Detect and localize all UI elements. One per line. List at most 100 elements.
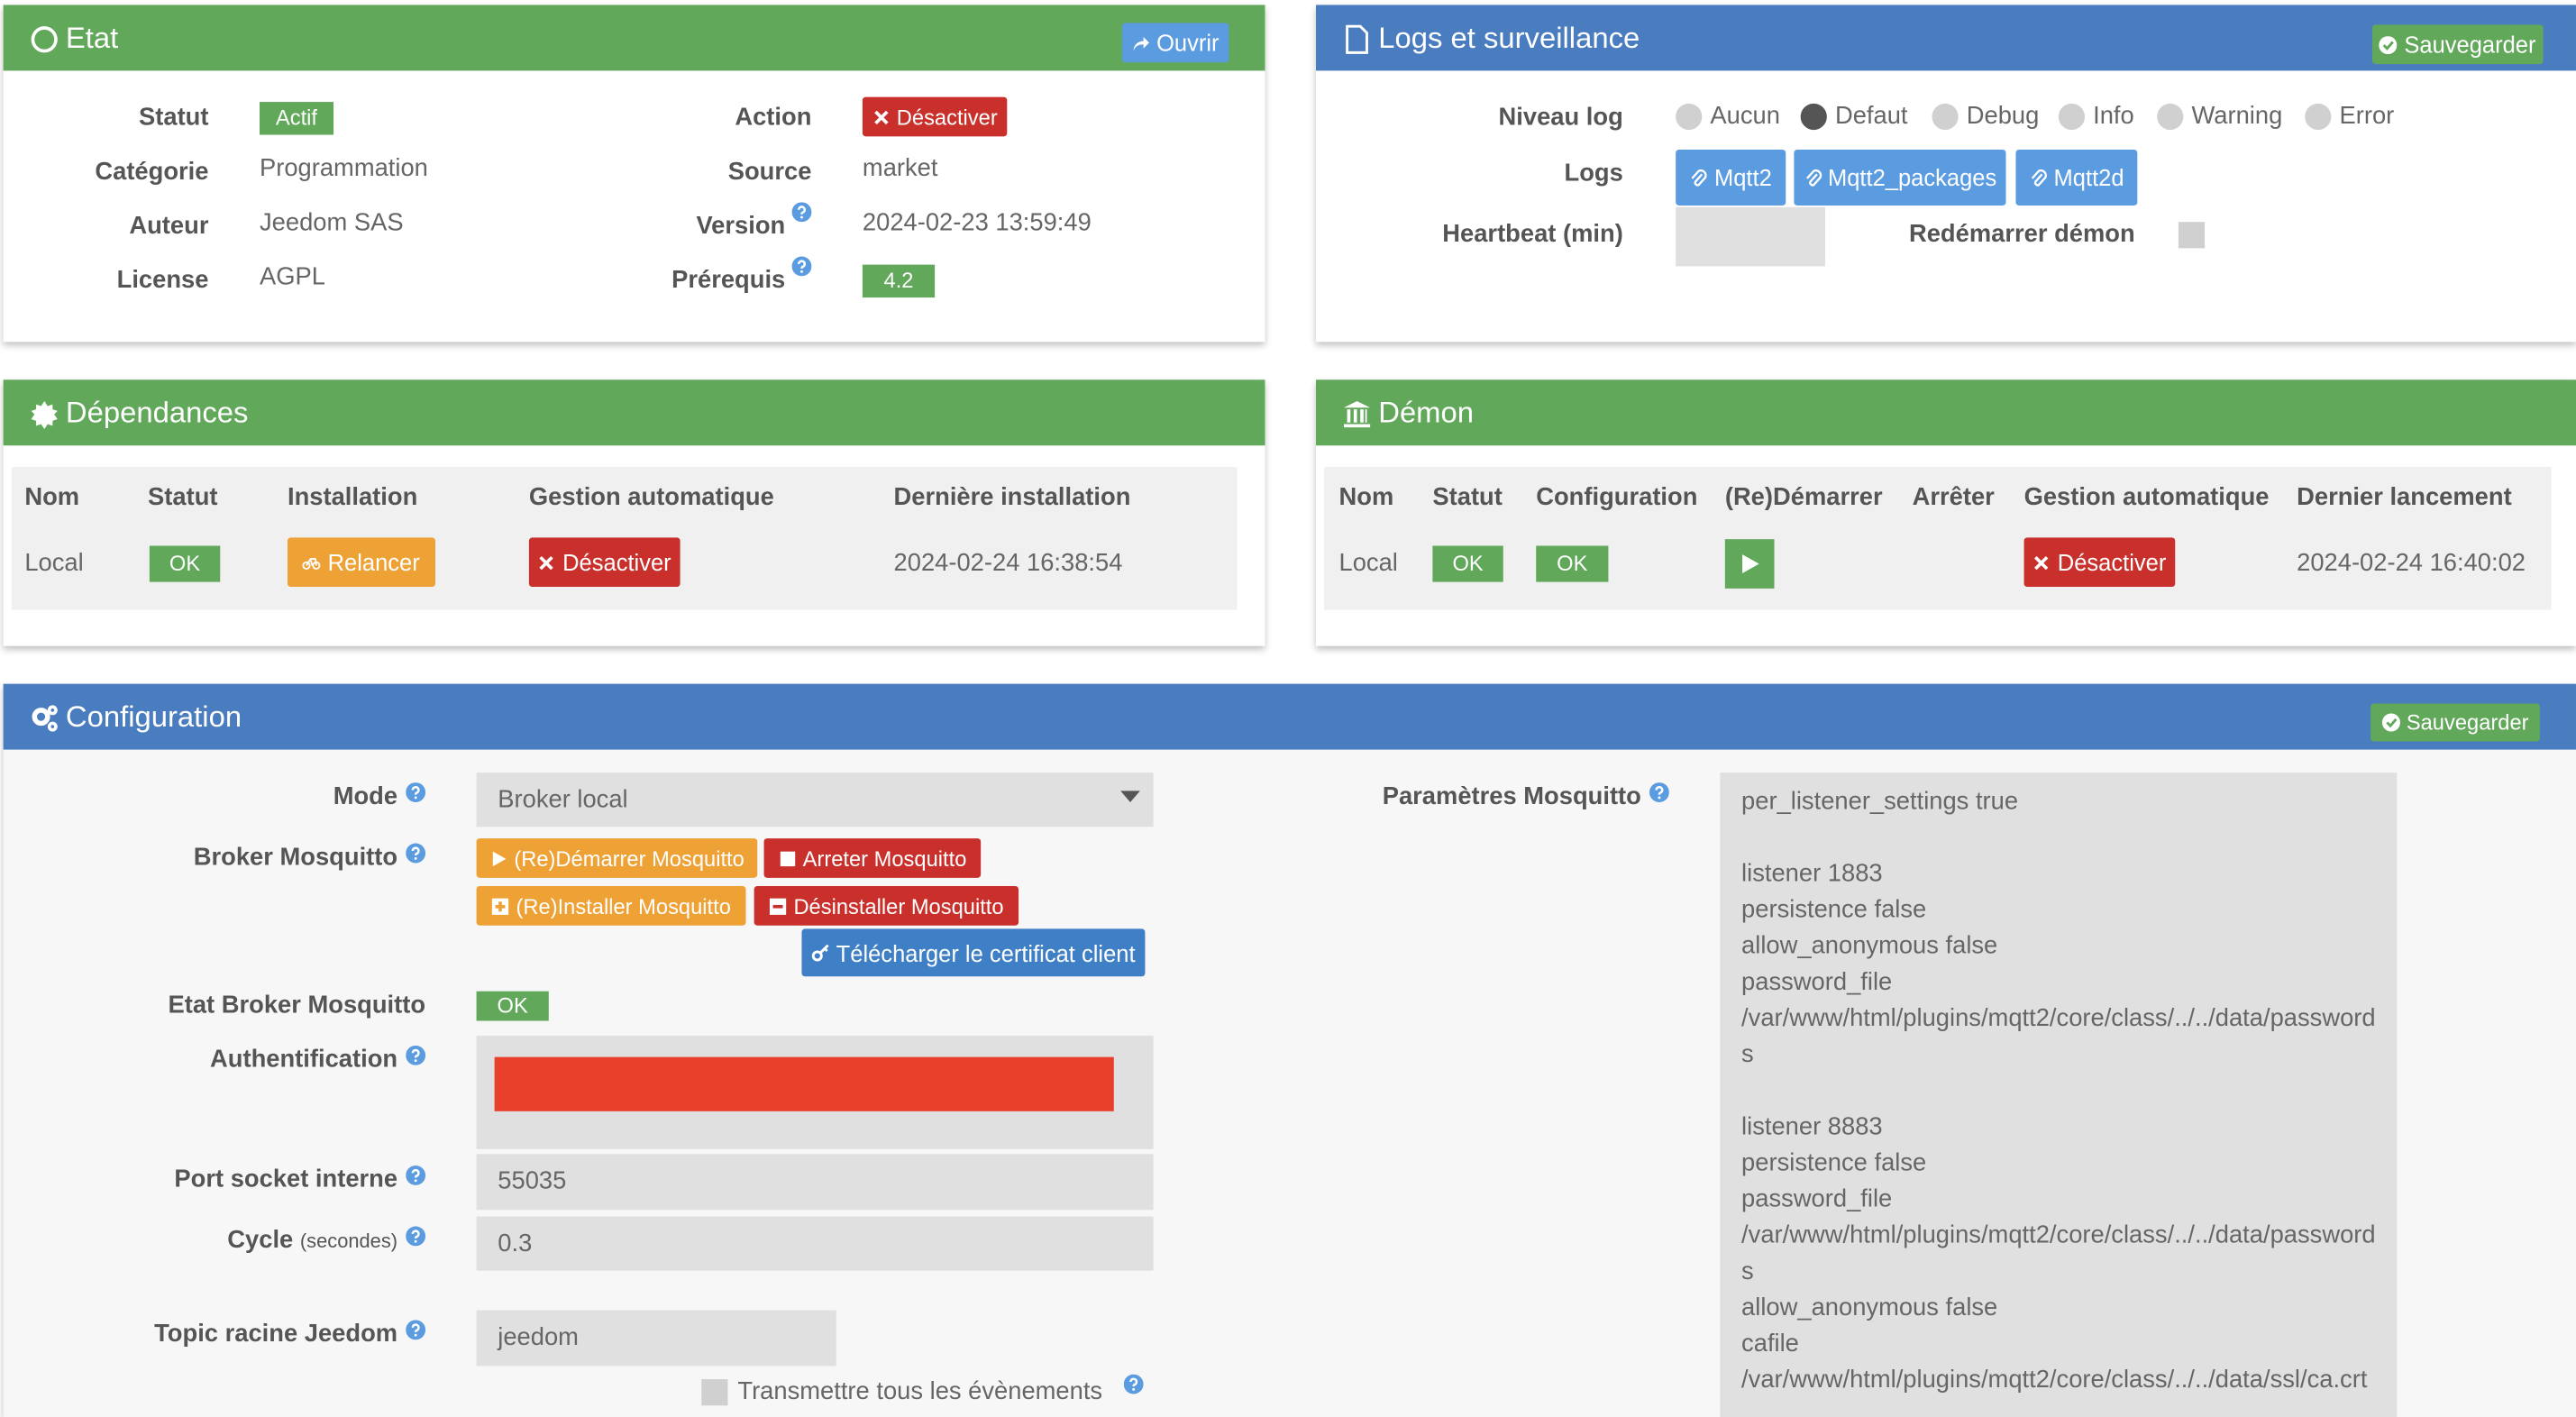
icon (2034, 555, 2050, 570)
radio[interactable] (2058, 103, 2086, 131)
help-icon (406, 842, 426, 864)
params-textarea[interactable]: per_listener_settings true listener 1883… (1720, 772, 2398, 1417)
radio[interactable] (2157, 103, 2184, 131)
table-header: Gestion automatique (2023, 483, 2270, 512)
header-icon (30, 24, 59, 54)
radio-label: Aucun (1710, 102, 1780, 131)
field-label: Redémarrer démon (1908, 220, 2135, 249)
icon (31, 400, 58, 429)
relaunch-button[interactable]: Relancer (287, 537, 436, 588)
help-icon (406, 1164, 426, 1185)
checkbox[interactable] (2178, 222, 2206, 249)
panel-header: Etat (3, 5, 1265, 71)
uninstall-button[interactable]: Désinstaller Mosquitto (754, 885, 1019, 926)
save-button[interactable]: Sauvegarder (2371, 24, 2544, 65)
icon (1805, 169, 1822, 186)
help-glyph (406, 782, 426, 802)
dropdown-arrow (1120, 791, 1140, 802)
button-label: Sauvegarder (2406, 709, 2529, 736)
table-header: (Re)Démarrer (1724, 483, 1883, 512)
icon (492, 897, 509, 914)
help-glyph (1123, 1374, 1144, 1394)
radio[interactable] (1800, 103, 1827, 131)
icon (1343, 400, 1371, 428)
table-header: Statut (1432, 483, 1503, 512)
table-header: Configuration (1536, 483, 1698, 512)
input[interactable]: 55035 (476, 1154, 1154, 1211)
header-icon (1342, 24, 1372, 54)
help-glyph (791, 202, 812, 223)
icon (1346, 24, 1368, 54)
save-button[interactable]: Sauvegarder (2370, 703, 2540, 742)
panel-header: Dépendances (3, 379, 1265, 446)
stop-button[interactable]: Arreter Mosquitto (763, 838, 982, 878)
panel-title: Dépendances (65, 396, 249, 429)
panel-title: Etat (65, 21, 119, 55)
help-glyph (791, 256, 812, 277)
field-label: License (116, 266, 209, 295)
cell: 2024-02-24 16:40:02 (2297, 549, 2526, 578)
table-header: Gestion automatique (528, 483, 774, 512)
icon (2381, 713, 2400, 732)
help-glyph (406, 1166, 426, 1185)
field-label: Mode (333, 782, 398, 811)
icon (1742, 554, 1759, 573)
deactivate-button[interactable]: Désactiver (2023, 537, 2176, 588)
field-label: Action (735, 103, 812, 132)
button-label: (Re)Démarrer Mosquitto (514, 846, 744, 871)
open-button[interactable]: Ouvrir (1121, 23, 1229, 63)
radio[interactable] (1932, 103, 1959, 131)
mode-select[interactable]: Broker local (476, 772, 1154, 827)
checkbox-label: Transmettre tous les évènements (737, 1377, 1103, 1406)
field-label: Logs (1564, 159, 1623, 187)
table-header: Nom (24, 483, 80, 512)
radio[interactable] (1676, 103, 1703, 131)
heartbeat-input[interactable] (1676, 206, 1826, 267)
button-label: (Re)Installer Mosquitto (516, 893, 731, 919)
panel-title: Configuration (65, 699, 242, 734)
help-icon (1123, 1373, 1144, 1394)
icon (32, 705, 58, 732)
checkbox[interactable] (701, 1379, 728, 1406)
label-text: Cycle (227, 1226, 294, 1255)
deactivate-button[interactable]: Désactiver (862, 96, 1008, 137)
table-header: Nom (1338, 483, 1394, 512)
field-value: Programmation (259, 154, 428, 183)
input-value: 0.3 (498, 1229, 533, 1257)
field-value: market (862, 154, 938, 183)
install-button[interactable]: (Re)Installer Mosquitto (476, 885, 746, 926)
icon (811, 944, 829, 962)
button-label: Arreter Mosquitto (802, 846, 967, 871)
badge: OK (149, 545, 221, 582)
deactivate-button[interactable]: Désactiver (528, 537, 681, 588)
button-label: Relancer (327, 549, 420, 576)
download-button[interactable]: Télécharger le certificat client (801, 928, 1146, 977)
input[interactable]: 0.3 (476, 1216, 1154, 1271)
header-icon (1342, 399, 1372, 429)
radio-label: Debug (1966, 102, 2040, 131)
field-label: Authentification (210, 1045, 398, 1074)
cell: 2024-02-24 16:38:54 (893, 549, 1123, 578)
button-label: Désinstaller Mosquitto (793, 893, 1004, 919)
field-label: Topic racine Jeedom (154, 1320, 398, 1348)
badge: 4.2 (862, 264, 936, 298)
play-button[interactable] (1724, 539, 1775, 589)
icon (780, 850, 795, 866)
redaction (494, 1056, 1114, 1111)
button-label: Mqtt2d (2053, 164, 2124, 191)
start-button[interactable]: (Re)Démarrer Mosquitto (476, 838, 758, 878)
table-header: Arrêter (1912, 483, 1995, 512)
radio-label: Warning (2191, 102, 2283, 131)
table-header: Statut (148, 483, 218, 512)
field-label: Version (696, 212, 786, 241)
input[interactable]: jeedom (476, 1310, 836, 1367)
radio[interactable] (2305, 103, 2332, 131)
field-label: Source (727, 158, 812, 187)
button-label: Désactiver (2057, 549, 2167, 576)
log-button[interactable]: Mqtt2d (2015, 149, 2138, 206)
log-button[interactable]: Mqtt2 (1676, 149, 1786, 206)
icon (2031, 169, 2048, 186)
log-button[interactable]: Mqtt2_packages (1794, 149, 2006, 206)
field-label: Catégorie (95, 158, 209, 187)
